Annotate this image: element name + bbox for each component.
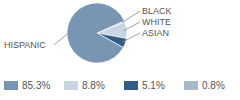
- legend-label: 0.8%: [202, 80, 225, 91]
- category-label: BLACK: [142, 6, 172, 16]
- leader-line: [124, 22, 140, 31]
- leader-line: [122, 33, 140, 42]
- category-label: ASIAN: [142, 28, 169, 38]
- leader-line: [122, 11, 140, 23]
- legend-label: 5.1%: [142, 80, 165, 91]
- category-label: HISPANIC: [4, 40, 46, 50]
- category-label: WHITE: [142, 17, 171, 27]
- legend-swatch: [4, 81, 18, 90]
- leader-line: [54, 32, 70, 45]
- pie: [67, 3, 127, 63]
- legend-swatch: [64, 81, 78, 90]
- legend-label: 8.8%: [82, 80, 105, 91]
- legend-label: 85.3%: [22, 80, 50, 91]
- legend-swatch: [184, 81, 198, 90]
- slice: [67, 3, 124, 63]
- legend: 85.3% 8.8% 5.1% 0.8%: [4, 80, 225, 91]
- chart: HISPANIC WHITEASIAN BLACK 85.3% 8.8% 5.1% 0.8%: [0, 0, 240, 100]
- legend-swatch: [124, 81, 138, 90]
